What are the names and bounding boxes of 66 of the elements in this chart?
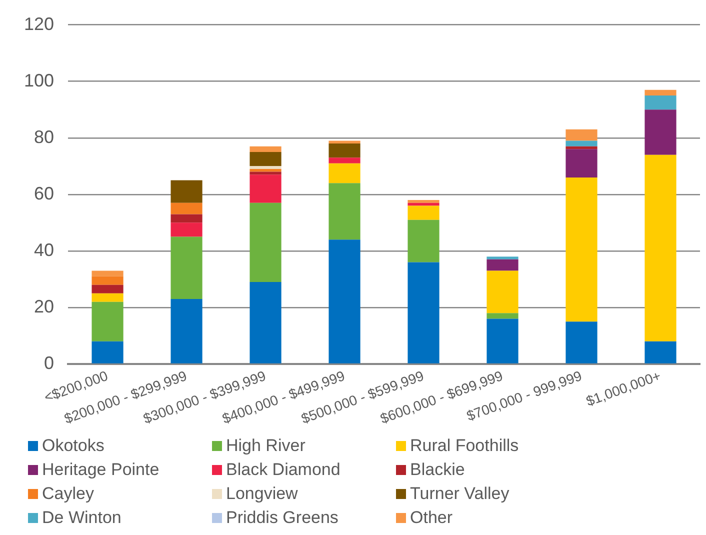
- bar: [566, 177, 598, 322]
- bar: [328, 144, 360, 158]
- legend-label: Other: [410, 508, 453, 528]
- y-tick-label: 60: [34, 183, 54, 204]
- bar: [486, 313, 518, 319]
- bar: [566, 322, 598, 364]
- y-tick-label: 20: [34, 296, 54, 316]
- bar: [486, 259, 518, 271]
- bar: [92, 341, 124, 364]
- bar: [644, 341, 676, 364]
- bar: [486, 318, 518, 364]
- legend-label: Black Diamond: [226, 460, 340, 480]
- bar: [328, 240, 360, 364]
- bar: [250, 282, 282, 364]
- bar: [644, 154, 676, 342]
- bar: [250, 172, 282, 175]
- bar: [566, 149, 598, 178]
- bar: [92, 302, 124, 342]
- y-tick-label: 100: [24, 70, 54, 90]
- bar: [170, 299, 202, 364]
- y-tick-label: 0: [44, 352, 54, 373]
- legend-label: Blackie: [410, 460, 465, 480]
- bar: [644, 95, 676, 110]
- bar: [408, 206, 440, 220]
- bar: [250, 166, 282, 169]
- bar: [170, 214, 202, 223]
- bar: [408, 200, 440, 203]
- bar: [170, 202, 202, 214]
- y-tick-label: 120: [24, 14, 54, 34]
- bar: [328, 163, 360, 184]
- bar: [92, 284, 124, 294]
- bar: [250, 174, 282, 203]
- bar: [644, 90, 676, 96]
- bar: [486, 256, 518, 260]
- bar: [92, 276, 124, 285]
- bar: [92, 293, 124, 302]
- bar: [408, 220, 440, 262]
- legend-label: Cayley: [42, 484, 94, 504]
- bar: [328, 183, 360, 240]
- legend-label: Longview: [226, 484, 298, 504]
- legend-label: High River: [226, 436, 306, 456]
- bar: [408, 202, 440, 206]
- bar: [566, 146, 598, 150]
- bar: [92, 270, 124, 276]
- legend-label: De Winton: [42, 508, 122, 528]
- legend-label: Priddis Greens: [226, 508, 338, 528]
- bar: [170, 180, 202, 203]
- legend-label: Rural Foothills: [410, 436, 519, 456]
- legend-label: Turner Valley: [410, 484, 510, 504]
- bar: [486, 270, 518, 314]
- bar: [250, 152, 282, 166]
- bar: [250, 168, 282, 172]
- legend-label: Heritage Pointe: [42, 460, 160, 480]
- y-tick-label: 40: [34, 240, 54, 260]
- bar: [408, 262, 440, 364]
- y-tick-label: 80: [34, 126, 54, 147]
- bar: [644, 110, 676, 155]
- bar: [328, 158, 360, 164]
- legend-label: Okotoks: [42, 436, 104, 456]
- bar: [170, 236, 202, 299]
- bar: [250, 202, 282, 282]
- bar: [566, 129, 598, 141]
- bar: [328, 140, 360, 144]
- bar: [250, 146, 282, 152]
- bar: [170, 222, 202, 237]
- bar: [566, 140, 598, 146]
